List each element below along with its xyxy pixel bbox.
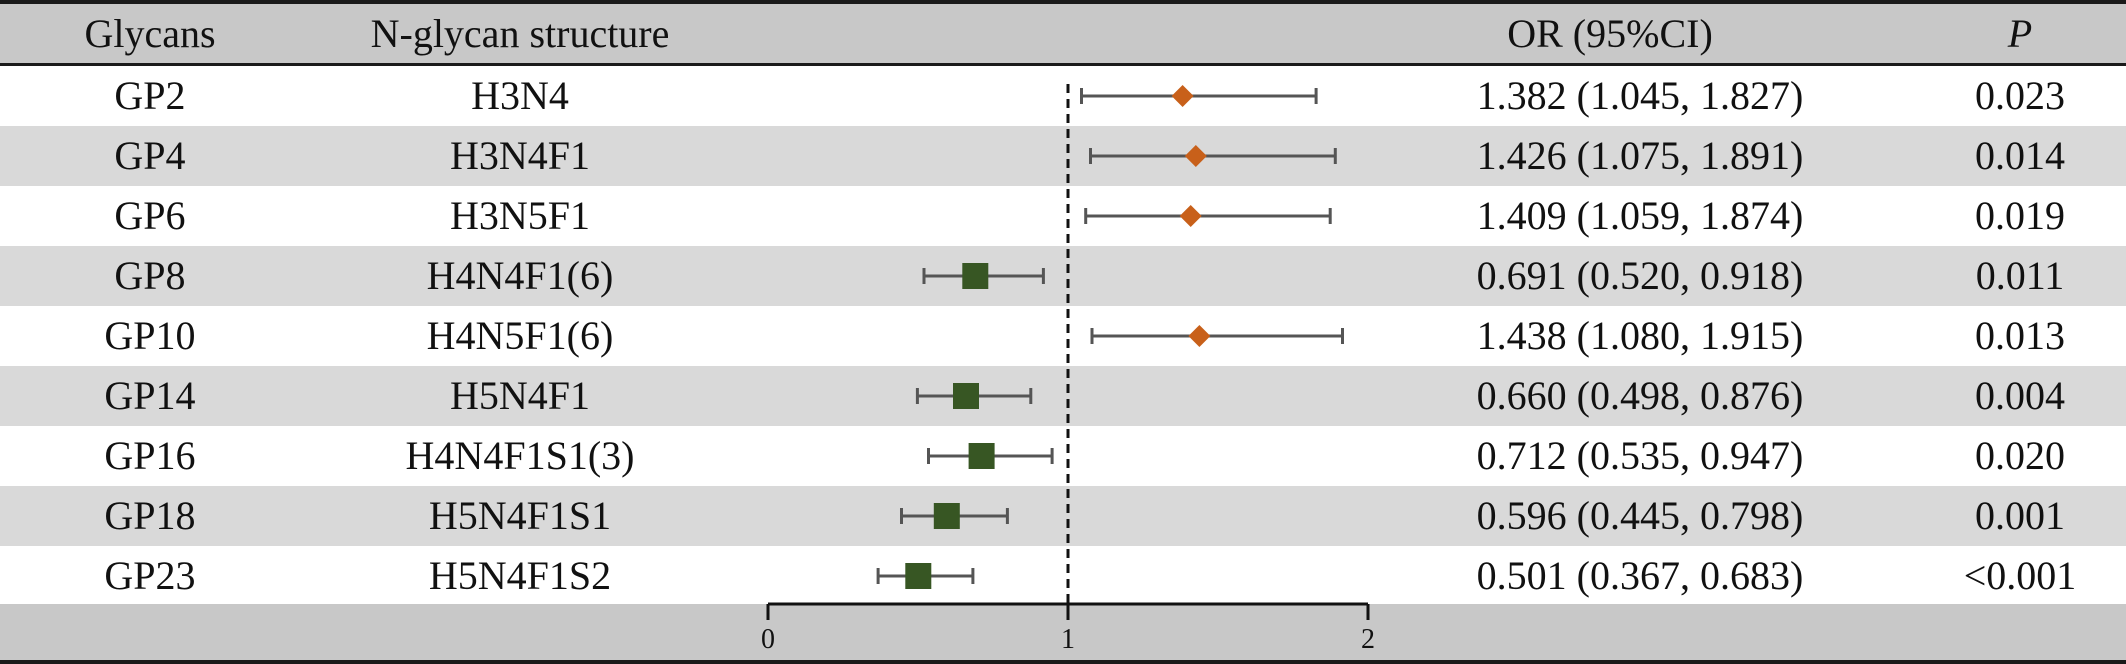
estimate-diamond — [1179, 205, 1202, 227]
p-value-cell: 0.011 — [1975, 253, 2065, 298]
glycan-cell: GP18 — [104, 493, 196, 538]
x-tick-label: 2 — [1361, 624, 1375, 655]
estimate-square — [962, 263, 989, 289]
structure-cell: H4N4F1S1(3) — [405, 433, 635, 478]
or-ci-cell: 1.438 (1.080, 1.915) — [1476, 313, 1804, 358]
or-ci-cell: 1.409 (1.059, 1.874) — [1476, 193, 1804, 238]
glycan-cell: GP14 — [104, 373, 196, 418]
estimate-diamond — [1184, 145, 1207, 167]
or-ci-cell: 0.691 (0.520, 0.918) — [1476, 253, 1804, 298]
structure-cell: H3N5F1 — [449, 193, 591, 238]
estimate-square — [905, 563, 932, 589]
header-structure: N-glycan structure — [370, 11, 670, 56]
glycan-cell: GP23 — [104, 553, 196, 598]
p-value-cell: 0.020 — [1975, 433, 2065, 478]
p-value-cell: 0.004 — [1975, 373, 2065, 418]
structure-cell: H5N4F1S2 — [428, 553, 612, 598]
glycan-cell: GP2 — [114, 73, 186, 118]
structure-cell: H4N4F1(6) — [426, 253, 614, 298]
table-row: GP14 H5N4F1 0.660 (0.498, 0.876) 0.004 — [0, 366, 2126, 426]
p-value-cell: 0.013 — [1975, 313, 2065, 358]
structure-cell: H5N4F1 — [449, 373, 591, 418]
glycan-cell: GP8 — [114, 253, 186, 298]
glycan-cell: GP6 — [114, 193, 186, 238]
table-row: GP18 H5N4F1S1 0.596 (0.445, 0.798) 0.001 — [0, 486, 2126, 546]
structure-cell: H3N4 — [471, 73, 569, 118]
glycan-cell: GP16 — [104, 433, 196, 478]
table-row: GP23 H5N4F1S2 0.501 (0.367, 0.683) <0.001 — [0, 546, 2126, 606]
glycan-cell: GP10 — [104, 313, 196, 358]
estimate-diamond — [1188, 325, 1211, 347]
header-glycans: Glycans — [84, 11, 216, 56]
table-row: GP4 H3N4F1 1.426 (1.075, 1.891) 0.014 — [0, 126, 2126, 186]
glycan-cell: GP4 — [114, 133, 186, 178]
estimate-square — [968, 443, 995, 469]
header-or-ci: OR (95%CI) — [1507, 11, 1713, 56]
or-ci-cell: 1.426 (1.075, 1.891) — [1476, 133, 1804, 178]
table-row: GP16 H4N4F1S1(3) 0.712 (0.535, 0.947) 0.020 — [0, 426, 2126, 486]
p-value-cell: 0.001 — [1975, 493, 2065, 538]
axis-band — [0, 604, 2126, 664]
structure-cell: H5N4F1S1 — [428, 493, 612, 538]
header-p: P — [2007, 11, 2033, 56]
header-row: Glycans N-glycan structure OR (95%CI) P — [0, 0, 2126, 66]
x-tick-label: 1 — [1061, 624, 1075, 655]
p-value-cell: 0.023 — [1975, 73, 2065, 118]
table-row: GP10 H4N5F1(6) 1.438 (1.080, 1.915) 0.013 — [0, 306, 2126, 366]
or-ci-cell: 0.596 (0.445, 0.798) — [1476, 493, 1804, 538]
table-row: GP6 H3N5F1 1.409 (1.059, 1.874) 0.019 — [0, 186, 2126, 246]
p-value-cell: 0.019 — [1975, 193, 2065, 238]
structure-cell: H4N5F1(6) — [426, 313, 614, 358]
estimate-square — [933, 503, 960, 529]
p-value-cell: <0.001 — [1963, 553, 2077, 598]
x-tick-label: 0 — [761, 624, 775, 655]
estimate-square — [953, 383, 979, 409]
or-ci-cell: 0.501 (0.367, 0.683) — [1476, 553, 1804, 598]
p-value-cell: 0.014 — [1975, 133, 2065, 178]
table-row: GP2 H3N4 1.382 (1.045, 1.827) 0.023 — [0, 66, 2126, 126]
estimate-diamond — [1171, 85, 1194, 107]
or-ci-cell: 0.660 (0.498, 0.876) — [1476, 373, 1804, 418]
or-ci-cell: 0.712 (0.535, 0.947) — [1476, 433, 1804, 478]
structure-cell: H3N4F1 — [449, 133, 591, 178]
or-ci-cell: 1.382 (1.045, 1.827) — [1476, 73, 1804, 118]
table-row: GP8 H4N4F1(6) 0.691 (0.520, 0.918) 0.011 — [0, 246, 2126, 306]
